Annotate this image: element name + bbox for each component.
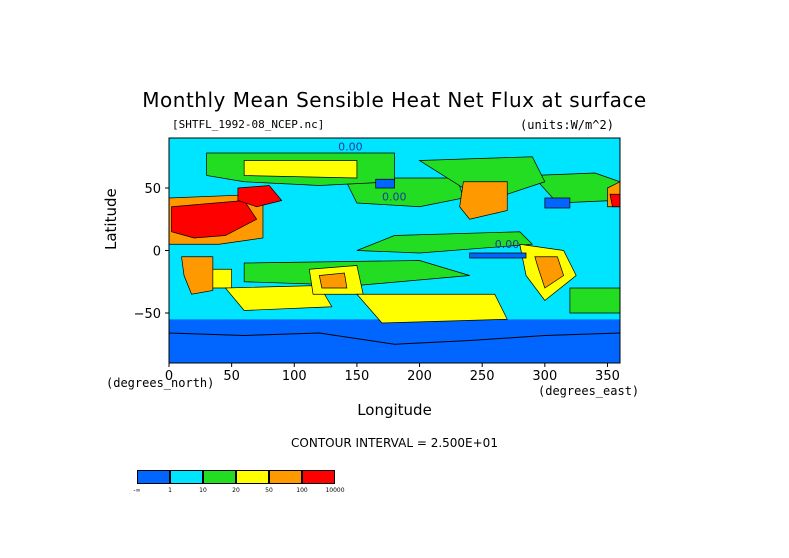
legend-boundary-label: 10 [199, 487, 207, 494]
contour-interval-note: CONTOUR INTERVAL = 2.500E+01 [291, 436, 498, 450]
legend-boundary-label: -∞ [133, 487, 141, 494]
legend-swatch [236, 470, 269, 484]
region-south-indian-yellow [224, 285, 333, 311]
y-axis-units: (degrees_north) [106, 376, 215, 390]
x-axis-units: (degrees_east) [538, 384, 640, 398]
region-south-africa-orange [181, 256, 214, 295]
region-south-america-orange [534, 256, 565, 289]
contour-labels: 0.00 0.00 0.00 [338, 141, 519, 252]
legend-swatch [302, 470, 335, 484]
x-axis-label: Longitude [357, 401, 432, 419]
contour-label: 0.00 [338, 141, 363, 154]
legend-swatch [203, 470, 236, 484]
region-north-pacific-green [343, 177, 464, 208]
region-europe-red [609, 193, 620, 208]
chart-title: Monthly Mean Sensible Heat Net Flux at s… [142, 88, 647, 112]
legend-boundary-label: 20 [232, 487, 240, 494]
heatmap-field [169, 138, 620, 363]
region-atlantic-blue-patch [544, 197, 571, 209]
region-australia-orange [318, 272, 348, 289]
y-tick-label: −50 [134, 307, 161, 322]
y-axis-ticks: 50 0 −50 [134, 182, 169, 322]
x-tick-label: 150 [345, 369, 370, 384]
chart-subtitle-units: (units:W/m^2) [520, 118, 614, 132]
x-tick-label: 50 [223, 369, 240, 384]
contour-label: 0.00 [382, 191, 407, 204]
legend-boundary-label: 100 [296, 487, 308, 494]
legend-boundary-label: 10000 [325, 487, 345, 494]
contour-label: 0.00 [495, 238, 520, 251]
field-southern-ocean [169, 319, 620, 363]
legend-swatch [170, 470, 203, 484]
region-east-pacific-blue [469, 252, 527, 259]
x-tick-label: 300 [532, 369, 557, 384]
legend-boundary-label: 50 [265, 487, 273, 494]
legend-swatch [137, 470, 170, 484]
region-north-america-orange [459, 181, 508, 220]
x-tick-label: 200 [407, 369, 432, 384]
x-tick-label: 250 [470, 369, 495, 384]
y-tick-label: 50 [144, 182, 161, 197]
antarctic-contour [169, 332, 620, 345]
y-axis-label: Latitude [102, 188, 120, 250]
region-north-america-green [418, 156, 546, 195]
region-eurasia-yellow [243, 160, 358, 179]
x-tick-label: 100 [282, 369, 307, 384]
legend-boundary-label: 1 [168, 487, 172, 494]
chart-subtitle-filename: [SHTFL_1992-08_NCEP.nc] [172, 118, 325, 131]
region-equatorial-green [356, 231, 534, 254]
x-tick-label: 0 [165, 369, 173, 384]
region-south-pacific-yellow [356, 293, 508, 324]
y-tick-label: 0 [153, 245, 161, 260]
region-south-atlantic-green [569, 287, 620, 314]
x-tick-label: 350 [595, 369, 620, 384]
region-south-africa-yellow [212, 268, 232, 289]
x-axis-ticks: 0 50 100 150 200 250 300 350 [165, 363, 620, 384]
region-pacific-blue-patch [375, 178, 395, 189]
region-central-asia-red [237, 185, 283, 208]
legend-swatch [269, 470, 302, 484]
